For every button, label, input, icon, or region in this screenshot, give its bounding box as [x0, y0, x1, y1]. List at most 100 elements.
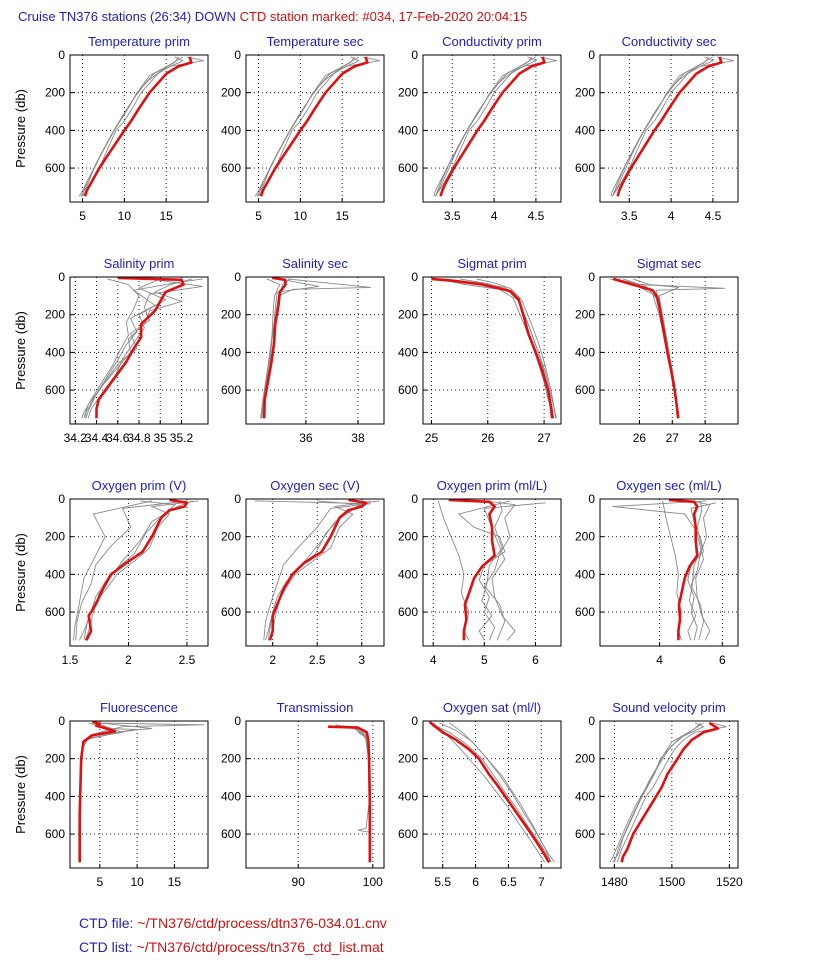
y-tick-label: 200	[221, 752, 241, 766]
x-tick-label: 2	[269, 653, 276, 667]
marked-station-profile	[95, 277, 185, 419]
marked-station-profile	[612, 277, 680, 419]
y-tick-label: 600	[398, 827, 418, 841]
cruise-title: Cruise TN376 stations (26:34) DOWN	[18, 9, 236, 24]
x-tick-label: 34.4	[85, 431, 109, 445]
other-station-profile	[83, 500, 199, 641]
x-tick-label: 6.5	[500, 875, 517, 889]
x-tick-label: 1500	[659, 875, 686, 889]
panel-transmission: Transmission 90 100 0 200 400 600	[221, 700, 385, 889]
other-station-profile	[265, 500, 364, 641]
other-station-profile	[73, 500, 152, 641]
other-station-profile	[435, 56, 557, 197]
figure-header: Cruise TN376 stations (26:34) DOWN CTD s…	[18, 9, 527, 24]
y-tick-label: 200	[45, 86, 65, 100]
y-tick-label: 200	[398, 86, 418, 100]
y-tick-label: 400	[575, 567, 595, 581]
other-station-profile	[81, 278, 140, 419]
marked-station-profile	[83, 56, 193, 197]
marked-station-title: CTD station marked: #034, 17-Feb-2020 20…	[239, 9, 528, 24]
panel-oxygen-sat-ml-l: Oxygen sat (ml/l) 5.5 6 6.5 7 0 200 400 600	[398, 700, 562, 889]
x-tick-label: 4	[668, 209, 675, 223]
x-tick-label: 35.2	[170, 431, 194, 445]
panel-salinity-sec: Salinity sec 36 38 0 200 400 600	[221, 256, 385, 445]
y-tick-label: 0	[588, 270, 595, 284]
x-tick-label: 34.8	[127, 431, 151, 445]
y-tick-label: 600	[575, 605, 595, 619]
other-station-profile	[483, 500, 516, 641]
other-station-profile	[432, 722, 545, 863]
x-tick-label: 2.5	[179, 653, 196, 667]
other-station-profile	[483, 502, 546, 641]
panel-title: Transmission	[277, 700, 354, 715]
y-tick-label: 200	[45, 530, 65, 544]
other-station-profile	[84, 500, 193, 641]
y-tick-label: 400	[398, 789, 418, 803]
other-station-profile	[690, 500, 711, 641]
panel-sound-velocity-prim: Sound velocity prim 1480 1500 1520 0 200 400 60…	[575, 700, 743, 889]
panel-title: Oxygen prim (V)	[92, 478, 187, 493]
marked-station-profile	[668, 499, 699, 641]
y-tick-label: 0	[588, 492, 595, 506]
other-station-profile	[335, 724, 370, 863]
y-tick-label: 200	[575, 86, 595, 100]
other-station-profile	[79, 722, 205, 863]
x-tick-label: 15	[160, 209, 174, 223]
x-tick-label: 34.2	[64, 431, 88, 445]
plot-data	[78, 721, 205, 863]
other-station-profile	[258, 56, 380, 197]
y-tick-label: 400	[221, 567, 241, 581]
x-tick-label: 27	[666, 431, 680, 445]
plot-data	[73, 499, 199, 641]
y-tick-label: 600	[575, 161, 595, 175]
other-station-profile	[612, 722, 705, 863]
other-station-profile	[268, 500, 371, 641]
panel-oxygen-sec-ml-l: Oxygen sec (ml/L) 4 6 0 200 400 600	[575, 478, 739, 667]
y-tick-label: 600	[45, 383, 65, 397]
panel-title: Salinity prim	[104, 256, 175, 271]
y-tick-label: 0	[411, 270, 418, 284]
x-tick-label: 27	[537, 431, 551, 445]
y-tick-label: 400	[398, 345, 418, 359]
other-station-profile	[429, 722, 552, 863]
x-tick-label: 5	[481, 653, 488, 667]
y-tick-label: 600	[575, 383, 595, 397]
panel-oxygen-prim-ml-l: Oxygen prim (ml/L) 4 5 6 0 200 400 600	[398, 478, 562, 667]
marked-station-profile	[431, 277, 554, 419]
other-station-profile	[478, 500, 503, 641]
y-tick-label: 600	[398, 605, 418, 619]
y-tick-label: 600	[45, 605, 65, 619]
panel-title: Fluorescence	[100, 700, 178, 715]
plot-frame	[599, 720, 739, 869]
plot-frame	[69, 720, 209, 869]
other-station-profile	[75, 500, 187, 641]
x-tick-label: 6	[532, 653, 539, 667]
panel-conductivity-sec: Conductivity sec 3.5 4 4.5 0 200 400 600	[575, 34, 739, 223]
plot-data	[433, 56, 557, 197]
y-tick-label: 400	[575, 123, 595, 137]
x-tick-label: 5	[96, 875, 103, 889]
marked-station-profile	[268, 499, 368, 641]
panel-title: Conductivity prim	[442, 34, 542, 49]
y-tick-label: 400	[398, 567, 418, 581]
marked-station-profile	[439, 56, 546, 197]
panel-title: Temperature prim	[88, 34, 190, 49]
y-tick-label: 600	[575, 827, 595, 841]
plot-frame	[422, 720, 562, 869]
panel-oxygen-prim-v: Oxygen prim (V) 1.5 2 2.5 0 200 400 600 Pressure…	[13, 478, 209, 667]
other-station-profile	[476, 278, 557, 419]
x-tick-label: 90	[292, 875, 306, 889]
plot-data	[610, 56, 734, 197]
y-tick-label: 400	[398, 123, 418, 137]
x-tick-label: 4.5	[705, 209, 722, 223]
x-tick-label: 2.5	[309, 653, 326, 667]
y-tick-label: 200	[575, 308, 595, 322]
ctd-list-line: CTD list: ~/TN376/ctd/process/tn376_ctd_…	[79, 939, 384, 955]
x-tick-label: 28	[698, 431, 712, 445]
plot-data	[81, 277, 203, 419]
other-station-profile	[622, 278, 679, 419]
panel-oxygen-sec-v: Oxygen sec (V) 2 2.5 3 0 200 400 600	[221, 478, 385, 667]
y-tick-label: 0	[411, 48, 418, 62]
y-tick-label: 400	[45, 567, 65, 581]
plot-data	[609, 277, 725, 419]
